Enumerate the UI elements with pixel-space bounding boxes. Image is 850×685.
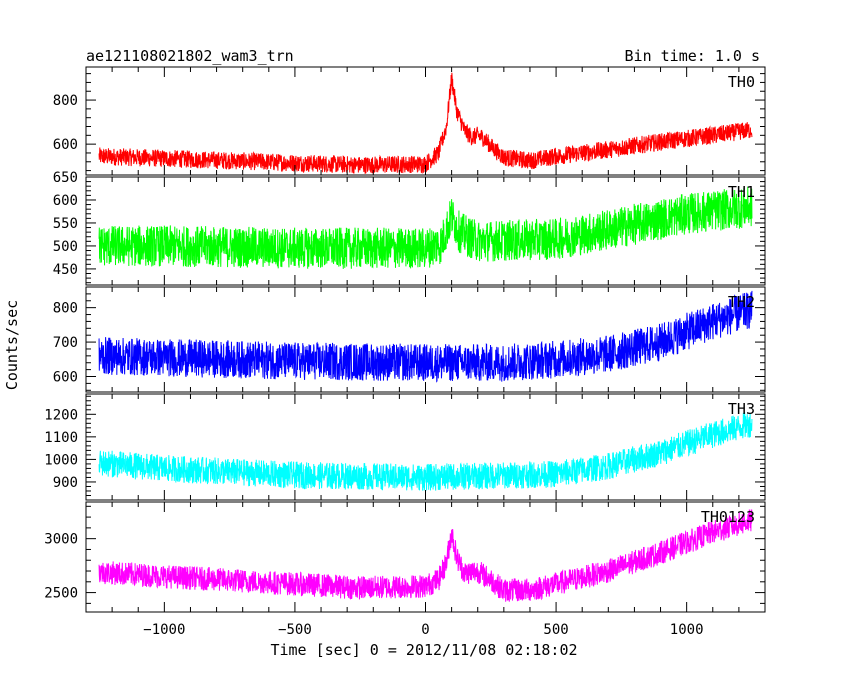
- panel-label: TH2: [728, 293, 755, 311]
- x-axis-label: Time [sec] 0 = 2012/11/08 02:18:02: [270, 641, 577, 659]
- y-tick-label: 600: [53, 193, 78, 209]
- panels-group: TH0600800TH1450500550600650TH2600700800T…: [44, 66, 766, 638]
- y-tick-label: 700: [53, 335, 78, 351]
- panel-label: TH1: [728, 183, 755, 201]
- series-line-th0123: [98, 509, 753, 602]
- x-tick-label: −1000: [143, 622, 185, 638]
- x-tick-label: 0: [421, 622, 429, 638]
- x-tick-label: 1000: [670, 622, 704, 638]
- bin-time-label: Bin time: 1.0 s: [625, 47, 760, 65]
- panel-th0: TH0 600 800: [53, 66, 766, 176]
- y-tick-label: 500: [53, 239, 78, 255]
- y-axis-label: Counts/sec: [3, 300, 21, 390]
- y-tick-label: 800: [53, 301, 78, 317]
- y-tick-label: 550: [53, 216, 78, 232]
- y-tick-label: 900: [53, 475, 78, 491]
- series-line-th3: [98, 412, 753, 491]
- y-tick-label: 650: [53, 170, 78, 186]
- series-line-th1: [98, 186, 753, 269]
- y-tick-label: 600: [53, 137, 78, 153]
- panel-th1: TH1 450 500 550 600 650: [53, 170, 766, 286]
- panel-label: TH3: [728, 400, 755, 418]
- y-tick-label: 1200: [44, 407, 78, 423]
- x-tick-label: 500: [543, 622, 568, 638]
- panel-th0123: TH0123 2500 3000: [44, 501, 766, 613]
- y-tick-label: 3000: [44, 532, 78, 548]
- y-tick-label: 800: [53, 93, 78, 109]
- panel-label: TH0: [728, 73, 755, 91]
- y-tick-label: 1000: [44, 452, 78, 468]
- panel-th2: TH2 600 700 800: [53, 286, 766, 393]
- y-tick-label: 1100: [44, 430, 78, 446]
- series-line-th2: [98, 290, 753, 383]
- series-line-th0: [98, 72, 753, 174]
- y-tick-label: 2500: [44, 586, 78, 602]
- x-tick-label: −500: [278, 622, 312, 638]
- panel-label: TH0123: [701, 508, 755, 526]
- y-tick-label: 600: [53, 370, 78, 386]
- panel-th3: TH3 900 1000 1100 1200: [44, 393, 766, 501]
- y-tick-label: 450: [53, 262, 78, 278]
- chart-title: ae121108021802_wam3_trn: [86, 47, 294, 65]
